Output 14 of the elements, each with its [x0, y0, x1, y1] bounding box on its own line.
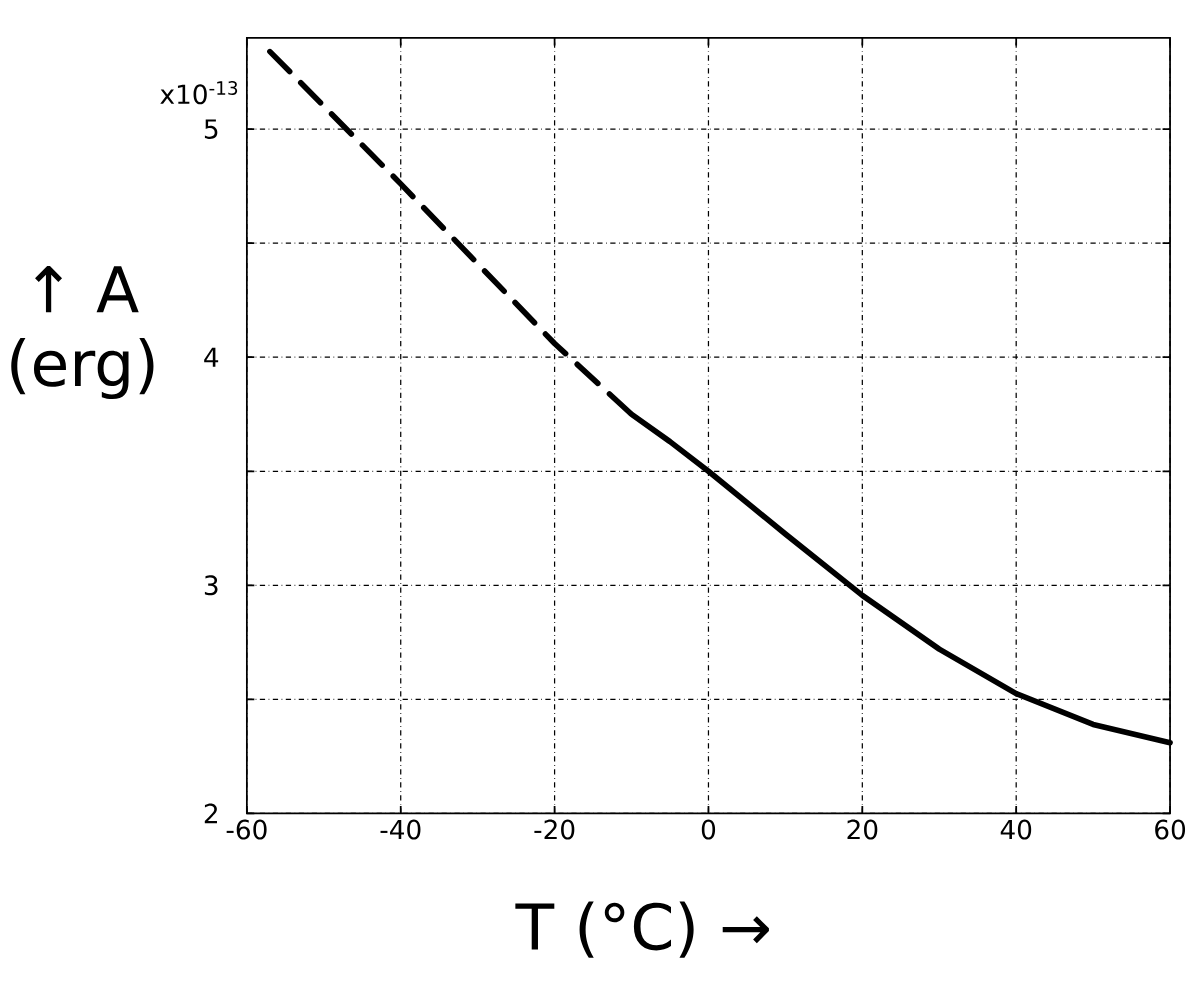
y-tick-label: 5	[204, 119, 218, 139]
x-tick-label: 0	[701, 819, 716, 840]
x-tick-label: -40	[380, 819, 421, 840]
x-tick-label: 40	[1000, 819, 1032, 840]
y-tick-label: 4	[204, 347, 219, 367]
y-axis-title: ↑ A (erg)	[11, 266, 154, 400]
x-tick-label: -20	[534, 819, 575, 840]
text: x10$^{-13}$	[160, 81, 238, 105]
x-tick-label: 60	[1155, 819, 1186, 840]
x-tick-label: -60	[226, 819, 267, 840]
x-axis-title: T (°C) →	[515, 901, 769, 958]
x-tick-label: 20	[847, 819, 878, 840]
y-tick-label: 3	[204, 575, 218, 596]
y-tick-label: 2	[204, 803, 217, 824]
